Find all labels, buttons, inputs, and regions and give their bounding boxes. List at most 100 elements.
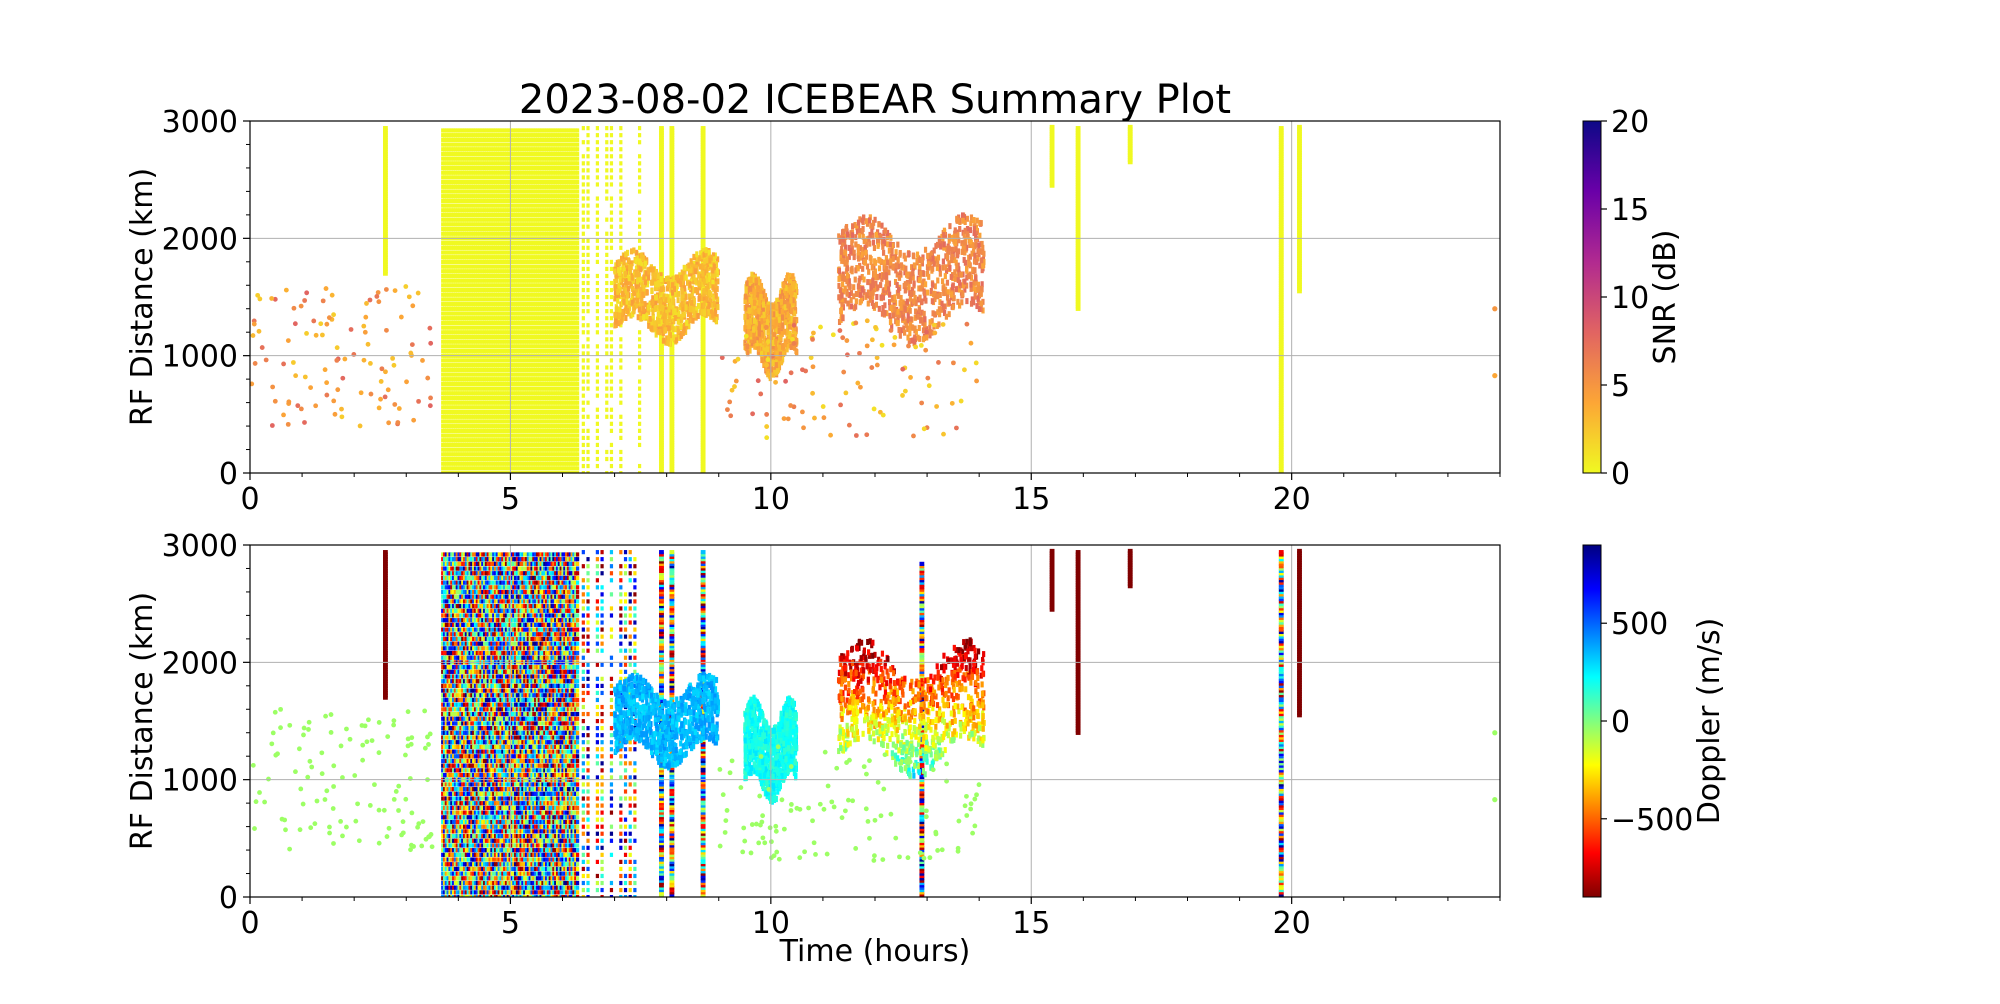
streak-mark xyxy=(488,316,492,321)
streak-mark xyxy=(557,175,561,180)
streak-mark xyxy=(472,316,476,321)
streak-mark xyxy=(468,452,472,457)
streak-mark xyxy=(512,461,516,466)
streak-mark xyxy=(450,363,454,368)
streak-mark xyxy=(457,367,461,372)
streak-mark xyxy=(559,334,563,340)
streak-mark xyxy=(506,231,510,236)
streak-mark xyxy=(539,250,543,255)
streak-mark xyxy=(495,133,499,138)
streak-mark xyxy=(504,391,509,396)
streak-mark xyxy=(453,208,458,213)
streak-mark xyxy=(453,283,458,288)
streak-mark xyxy=(481,433,485,438)
streak-mark xyxy=(473,222,478,227)
streak-mark xyxy=(493,348,498,354)
streak-mark xyxy=(448,255,452,260)
streak-mark xyxy=(484,409,489,415)
streak-mark xyxy=(470,363,474,368)
streak-mark xyxy=(514,367,518,372)
streak-mark xyxy=(501,395,505,401)
streak-mark xyxy=(537,414,541,419)
streak-mark xyxy=(512,363,516,368)
streak-mark xyxy=(506,348,510,354)
streak-mark xyxy=(483,175,487,180)
streak-mark xyxy=(466,414,470,419)
streak-mark xyxy=(488,424,492,429)
streak-mark xyxy=(521,405,525,410)
streak-mark xyxy=(473,217,478,222)
streak-mark xyxy=(517,358,521,363)
streak-mark xyxy=(532,128,536,133)
streak-mark xyxy=(532,311,536,316)
streak-mark xyxy=(504,466,509,471)
streak-mark xyxy=(441,419,445,424)
streak-mark xyxy=(499,391,503,396)
streak-mark xyxy=(479,245,483,250)
streak-mark xyxy=(450,217,454,222)
streak-mark xyxy=(442,391,447,396)
streak-mark xyxy=(499,339,503,344)
streak-mark xyxy=(457,334,461,340)
streak-mark xyxy=(468,259,472,264)
streak-mark xyxy=(452,292,456,297)
streak-mark xyxy=(526,447,530,452)
streak-mark xyxy=(483,255,487,260)
streak-mark xyxy=(559,311,563,316)
streak-mark xyxy=(475,128,479,133)
streak-mark xyxy=(532,405,536,410)
streak-mark xyxy=(545,442,549,448)
streak-mark xyxy=(557,377,561,382)
streak-mark xyxy=(464,194,469,199)
streak-mark xyxy=(535,198,540,203)
streak-mark xyxy=(479,198,483,203)
streak-mark xyxy=(512,433,516,438)
streak-mark xyxy=(479,466,483,471)
streak-mark xyxy=(552,433,556,438)
streak-mark xyxy=(470,409,474,415)
streak-mark xyxy=(453,381,458,387)
streak-mark xyxy=(535,222,540,227)
streak-mark xyxy=(555,264,560,269)
streak-mark xyxy=(477,419,481,424)
streak-mark xyxy=(521,348,525,354)
streak-mark xyxy=(524,231,529,236)
streak-mark xyxy=(466,184,470,189)
streak-mark xyxy=(537,292,541,297)
streak-mark xyxy=(446,165,450,171)
streak-mark xyxy=(534,208,538,213)
streak-mark xyxy=(499,466,503,471)
streak-mark xyxy=(493,466,498,471)
streak-mark xyxy=(493,442,498,448)
streak-mark xyxy=(468,283,472,288)
streak-mark xyxy=(462,203,467,208)
streak-mark xyxy=(461,424,465,429)
streak-mark xyxy=(475,466,479,471)
streak-mark xyxy=(479,142,483,147)
streak-mark xyxy=(546,161,551,166)
streak-mark xyxy=(541,452,545,457)
streak-mark xyxy=(545,320,549,326)
streak-mark xyxy=(555,419,560,424)
streak-mark xyxy=(545,273,549,279)
streak-mark xyxy=(524,165,529,171)
streak-mark xyxy=(466,128,470,133)
streak-mark xyxy=(517,226,521,232)
streak-mark xyxy=(484,424,489,429)
streak-mark xyxy=(468,456,472,462)
streak-mark xyxy=(442,269,447,274)
streak-mark xyxy=(514,377,518,382)
streak-mark xyxy=(453,212,458,218)
streak-mark xyxy=(506,222,510,227)
streak-mark xyxy=(550,442,554,448)
streak-mark xyxy=(459,471,463,473)
streak-mark xyxy=(383,147,388,152)
streak-mark xyxy=(464,334,469,340)
streak-mark xyxy=(557,438,561,443)
streak-mark xyxy=(490,320,494,326)
streak-mark xyxy=(442,377,447,382)
streak-mark xyxy=(441,133,445,138)
streak-mark xyxy=(479,424,483,429)
streak-mark xyxy=(514,381,518,387)
streak-mark xyxy=(515,161,520,166)
